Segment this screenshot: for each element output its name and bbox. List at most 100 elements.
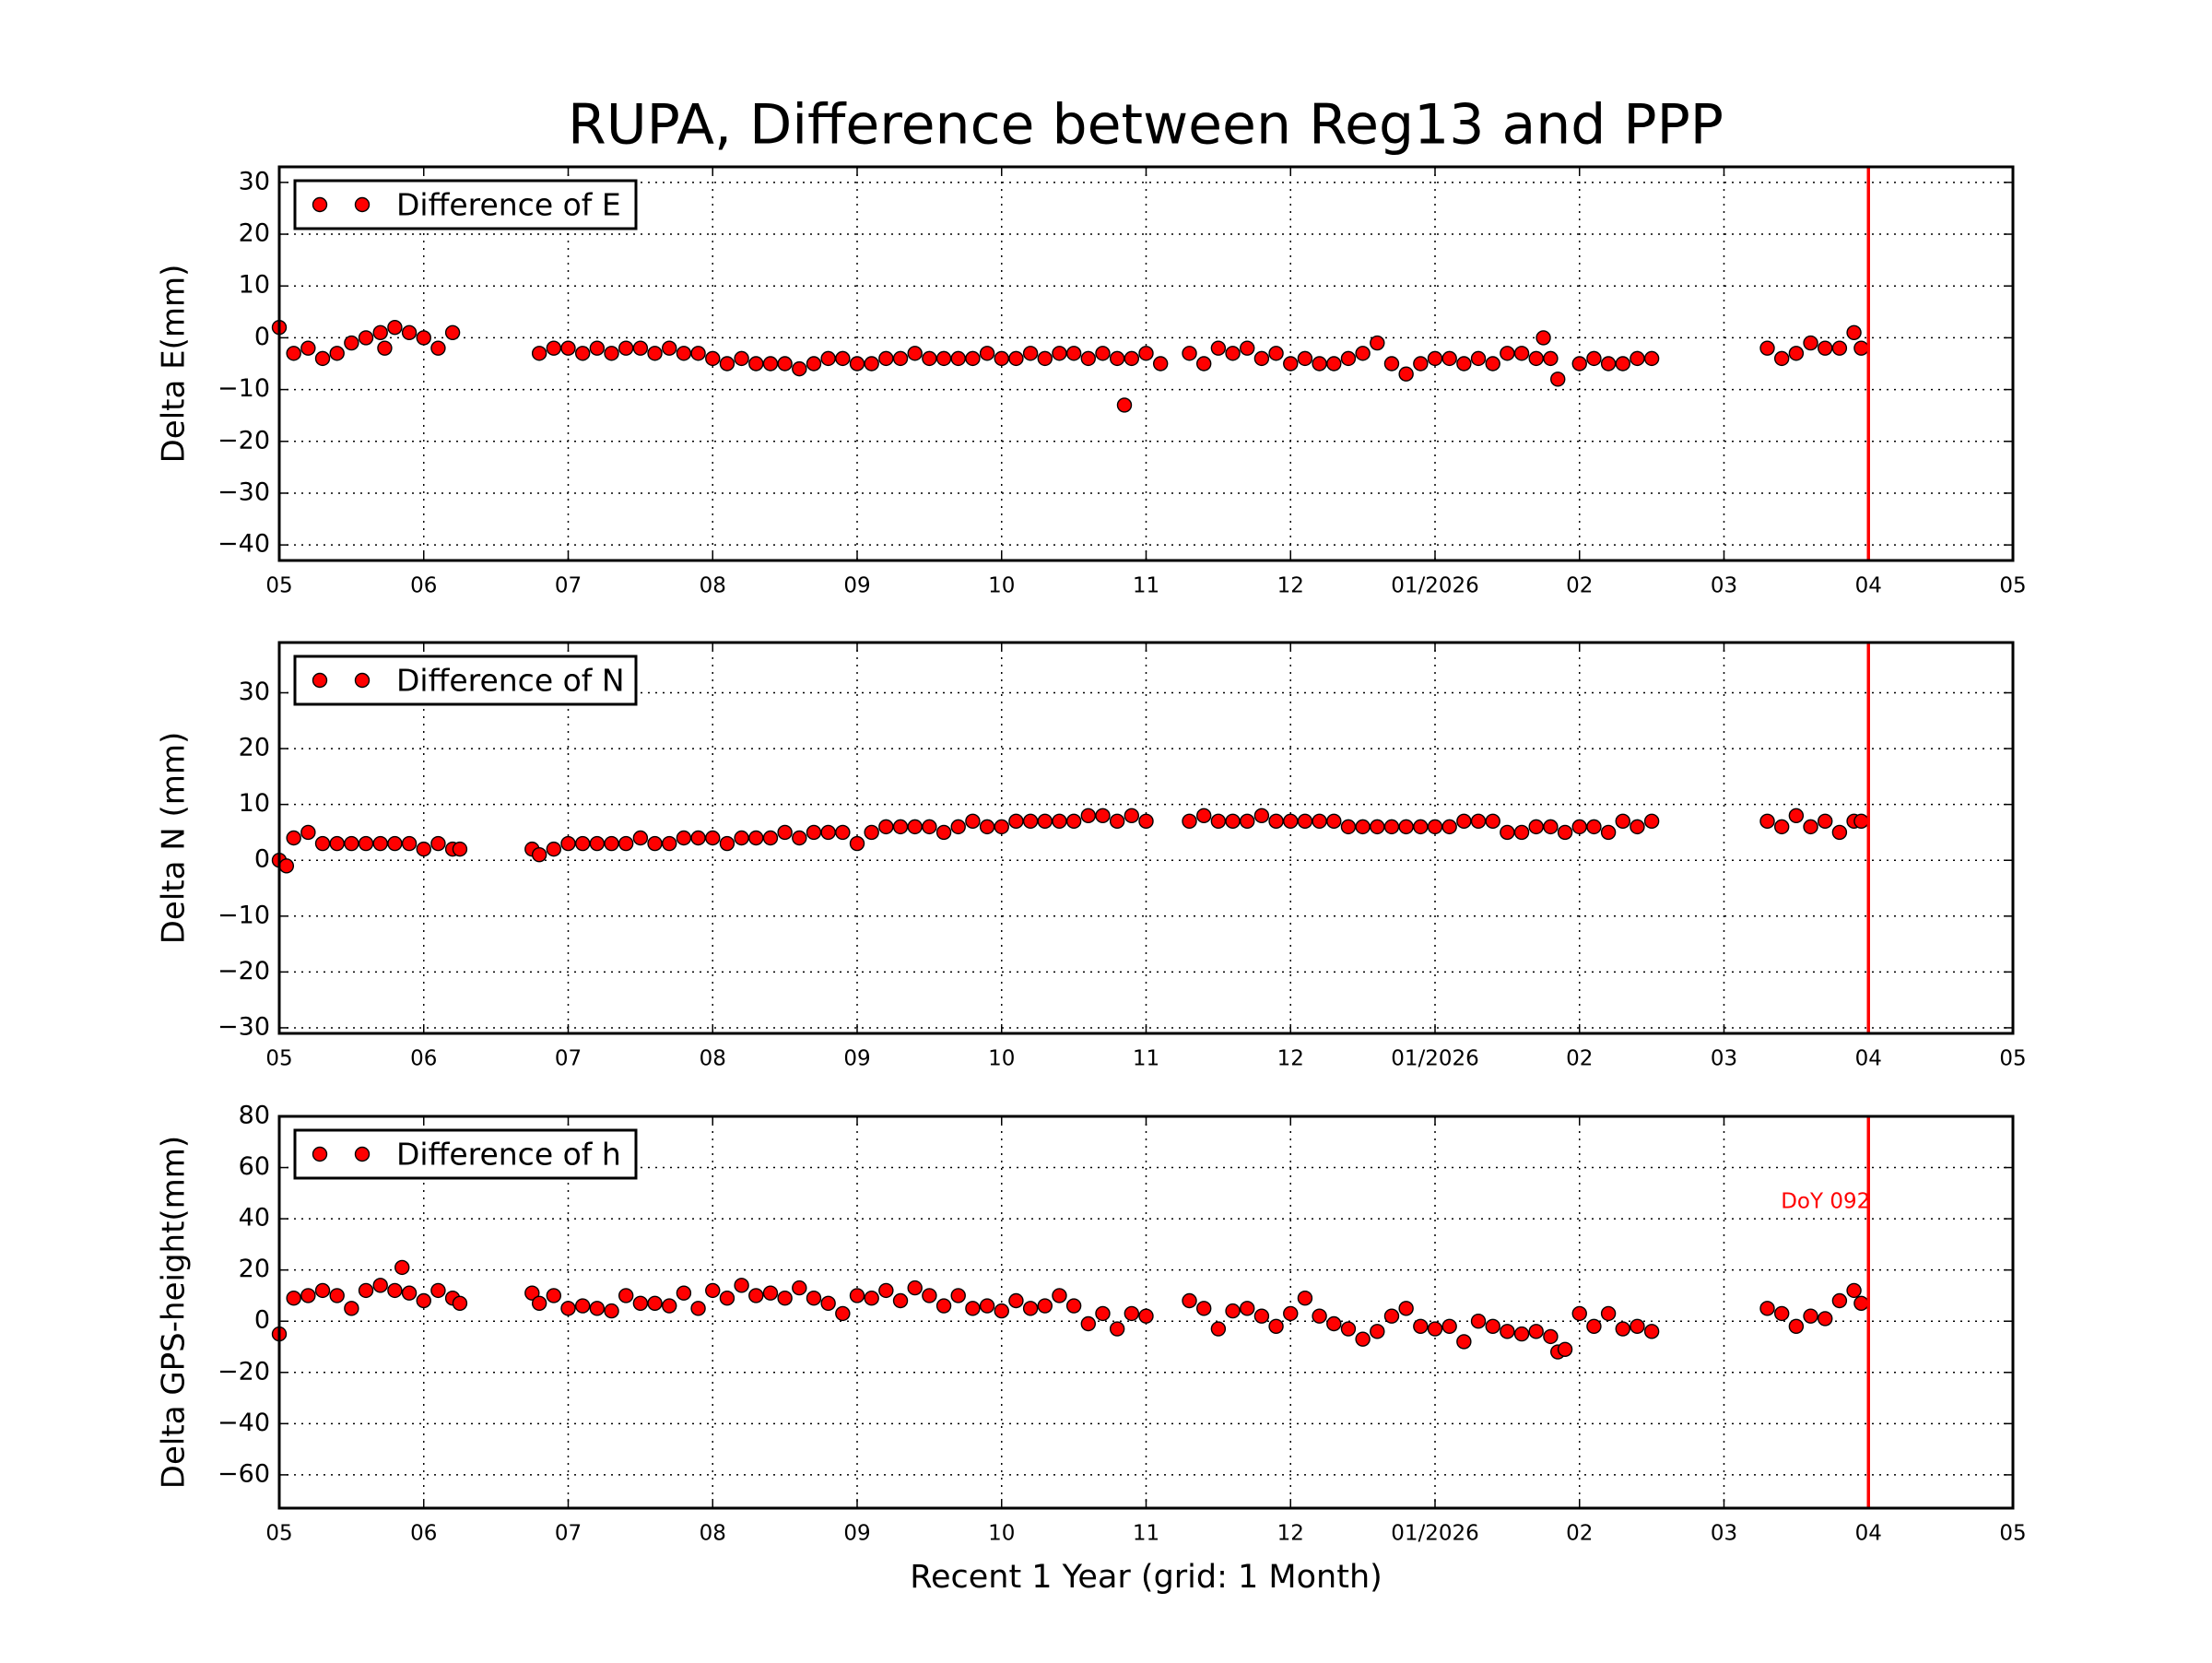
data-point [705,1282,721,1299]
data-point [1586,350,1602,367]
data-point [1355,819,1371,835]
data-point [1773,350,1790,367]
annotation: DoY 092 [1781,1190,1870,1214]
data-point [690,830,706,846]
data-point [358,1282,374,1299]
data-point [1630,1318,1645,1334]
data-point [849,356,865,372]
data-point [892,1292,909,1309]
data-point [546,1288,562,1303]
x-tick-label: 02 [1566,1522,1593,1546]
data-point [777,356,793,372]
data-point [806,824,822,841]
data-point [300,1288,316,1303]
data-point [1080,808,1097,823]
plot-frame [277,641,2015,1035]
data-point [632,340,649,356]
data-point [820,350,836,367]
data-point [1326,813,1342,830]
data-point [1210,813,1227,830]
data-point [1853,1295,1869,1311]
data-point [1182,346,1197,361]
data-point [1240,813,1255,830]
x-tick-label: 09 [843,1522,870,1546]
data-point [835,824,851,841]
data-point [1788,808,1805,823]
x-tick-label: 07 [555,1522,582,1546]
data-point [907,1280,923,1296]
data-point [965,350,981,367]
data-point [1383,1308,1400,1324]
y-tick-label: −20 [218,957,270,985]
data-point [662,835,677,852]
data-point [820,1295,836,1311]
x-tick-label: 05 [1999,1522,2026,1546]
data-point [1456,813,1472,830]
data-point [1513,1326,1530,1342]
data-point [1500,824,1515,841]
data-point [1441,819,1457,835]
data-point [1615,1321,1630,1337]
data-point [1195,808,1212,823]
data-point [1831,340,1848,356]
data-point [1535,330,1551,346]
data-point [1600,1305,1617,1322]
data-point [329,346,345,361]
data-point [1052,346,1067,361]
data-point [1853,340,1869,356]
data-point [965,813,981,830]
data-point [1818,340,1833,356]
data-point [372,1278,388,1293]
data-point [1268,1318,1284,1334]
data-point [372,324,388,340]
data-point [1831,1292,1848,1309]
data-point [1383,356,1400,372]
data-point [1571,356,1587,372]
data-point [1470,350,1487,367]
data-point [878,1282,894,1299]
data-point [1500,346,1515,361]
data-point [632,1295,649,1311]
data-point [1470,813,1487,830]
data-point [574,1298,591,1314]
data-point [1543,350,1559,367]
data-point [1630,819,1645,835]
data-point [979,819,995,835]
data-point [647,835,663,852]
data-point [1528,1324,1544,1339]
data-point [1630,350,1645,367]
data-point [604,1303,619,1319]
data-point [531,346,547,361]
y-tick-label: 20 [239,1255,270,1283]
y-tick-label: −20 [218,1357,270,1386]
x-tick-label: 10 [988,574,1015,598]
data-point [1543,1328,1559,1345]
data-point [377,340,393,356]
data-point [950,350,966,367]
data-point [1528,350,1544,367]
data-point [1383,819,1400,835]
data-point [452,841,468,857]
y-tick-label: 60 [239,1152,270,1181]
data-point [1283,356,1299,372]
data-point [1788,1318,1805,1334]
data-point [1124,808,1140,823]
data-point [1037,1298,1053,1314]
data-point [1456,1334,1472,1350]
data-point [734,1278,749,1293]
data-point [618,340,634,356]
data-point [849,1288,865,1303]
x-tick-label: 12 [1277,1522,1304,1546]
data-point [1413,1318,1429,1334]
data-point [1818,813,1833,830]
x-tick-label: 12 [1277,574,1304,598]
data-point [734,350,749,367]
data-point [1355,1331,1371,1347]
data-point [618,835,634,852]
data-point [762,356,779,372]
y-tick-label: 30 [239,167,270,195]
data-point [892,350,909,367]
data-point [1297,1291,1313,1306]
data-point [1095,1305,1111,1322]
